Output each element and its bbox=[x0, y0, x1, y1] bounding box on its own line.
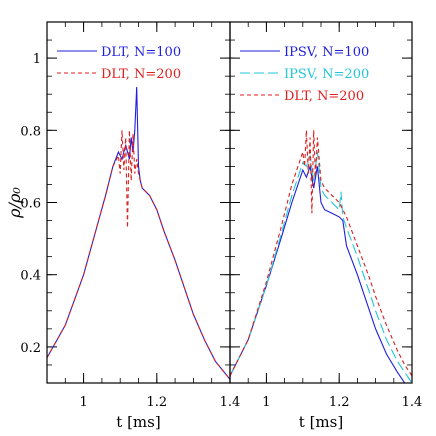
legend-label-1: DLT, N=100 bbox=[101, 45, 181, 60]
legend-label-2: IPSV, N=200 bbox=[284, 67, 369, 82]
x-axis-label: t [ms] bbox=[116, 413, 160, 431]
y-tick-label: 1 bbox=[33, 52, 41, 67]
x-tick-label: 1.2 bbox=[329, 395, 350, 410]
plot-frame bbox=[229, 21, 413, 384]
y-tick-label: 0.4 bbox=[20, 269, 41, 284]
series-line-2 bbox=[230, 151, 412, 383]
legend-label-3: DLT, N=200 bbox=[284, 89, 364, 104]
x-axis-label: t [ms] bbox=[299, 413, 343, 431]
x-tick-label: 1.2 bbox=[146, 395, 167, 410]
legend-label-1: IPSV, N=100 bbox=[284, 45, 369, 60]
y-tick-label: 0.6 bbox=[20, 197, 41, 212]
y-tick-label: 0.2 bbox=[20, 341, 41, 356]
series-line-1 bbox=[230, 166, 406, 383]
x-tick-label: 1.4 bbox=[220, 395, 241, 410]
right-panel: 1 1.2 1.4 IPSV, N=100 IPSV, N=200 DLT, N=200 t… bbox=[229, 21, 423, 431]
x-tick-label: 1 bbox=[262, 395, 270, 410]
x-tick-label: 1.4 bbox=[402, 395, 423, 410]
x-tick-label: 1 bbox=[79, 395, 87, 410]
series-line-3 bbox=[230, 130, 412, 377]
y-tick-label: 0.8 bbox=[20, 124, 41, 139]
left-panel: 1 1.2 1.4 0.2 0.4 0.6 0.8 1 DLT, N=100 DLT, N=200… bbox=[5, 21, 241, 431]
legend-label-2: DLT, N=200 bbox=[101, 67, 181, 82]
y-axis-label: ρ/ρ₀ bbox=[5, 187, 24, 219]
